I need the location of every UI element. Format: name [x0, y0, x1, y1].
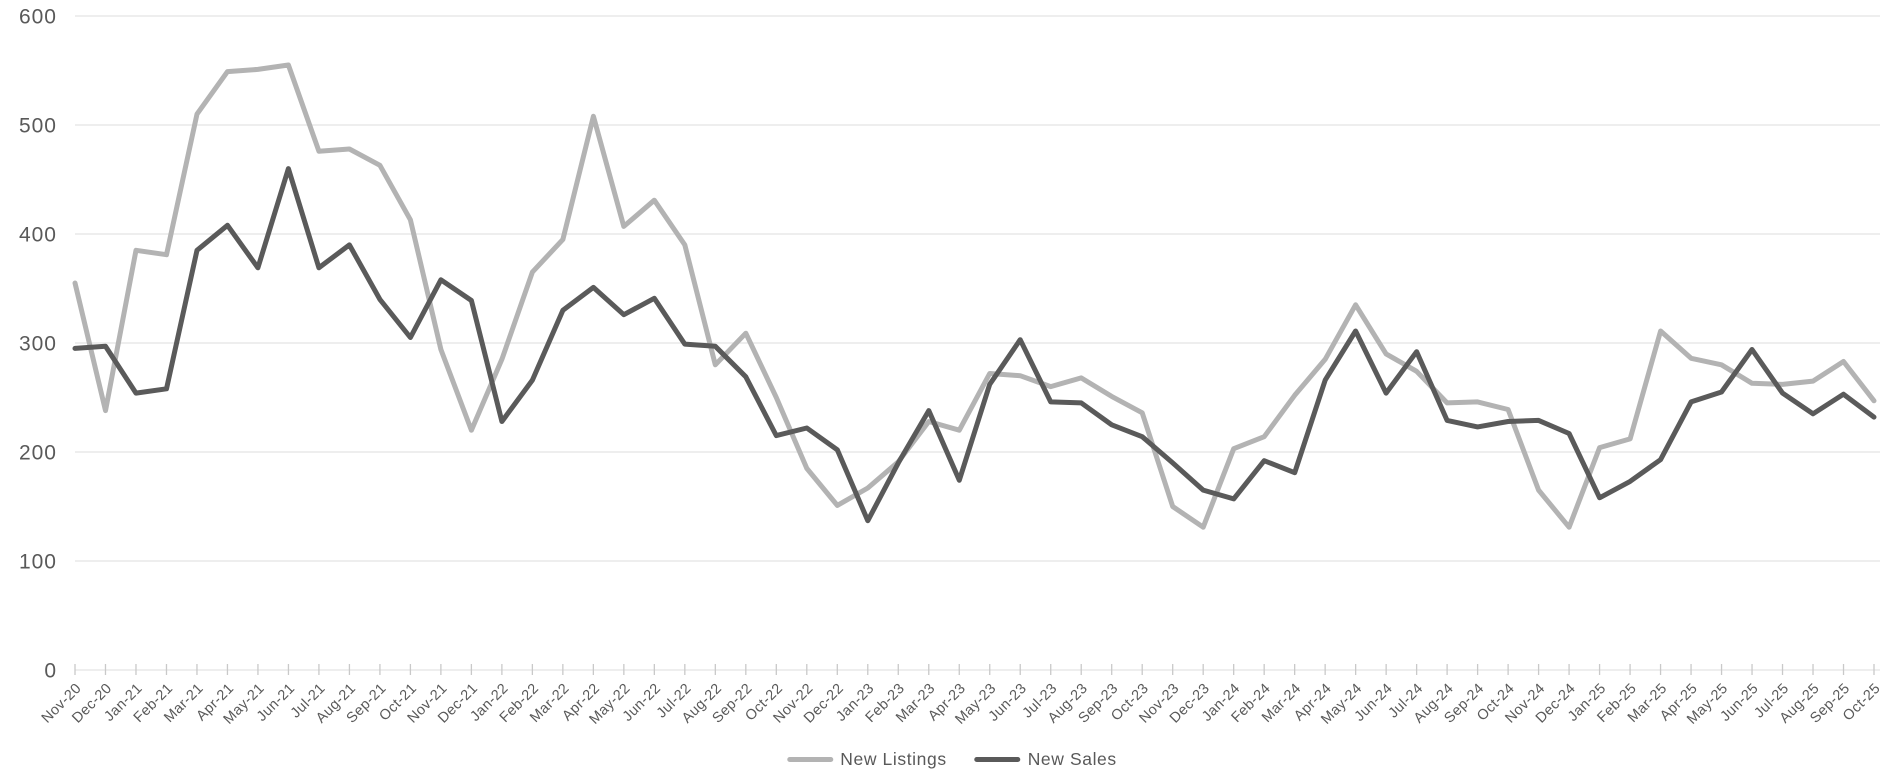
- new-listings-swatch-icon: [787, 757, 834, 762]
- y-axis-label: 200: [19, 442, 57, 465]
- series-lines: [72, 62, 1877, 530]
- gridlines: [75, 15, 1880, 671]
- x-axis-ticks: [74, 664, 1875, 675]
- legend-item-new-sales[interactable]: New Sales: [974, 749, 1117, 770]
- y-axis: 0 100 200 300 400 500 600: [19, 6, 57, 683]
- y-axis-label: 500: [19, 115, 57, 138]
- x-axis: Nov-20Dec-20Jan-21Feb-21Mar-21Apr-21May-…: [39, 681, 1884, 728]
- y-axis-label: 600: [19, 6, 57, 29]
- legend-item-new-listings[interactable]: New Listings: [787, 749, 946, 770]
- legend-label-new-sales: New Sales: [1027, 749, 1117, 769]
- new-sales-line: [72, 166, 1877, 524]
- y-axis-label: 100: [19, 551, 57, 574]
- new-sales-swatch-icon: [974, 757, 1021, 762]
- y-axis-label: 400: [19, 224, 57, 247]
- legend: New Listings New Sales: [787, 749, 1116, 770]
- y-axis-label: 0: [44, 660, 57, 683]
- new-listings-line: [72, 62, 1877, 530]
- y-axis-label: 300: [19, 333, 57, 356]
- legend-label-new-listings: New Listings: [840, 749, 947, 769]
